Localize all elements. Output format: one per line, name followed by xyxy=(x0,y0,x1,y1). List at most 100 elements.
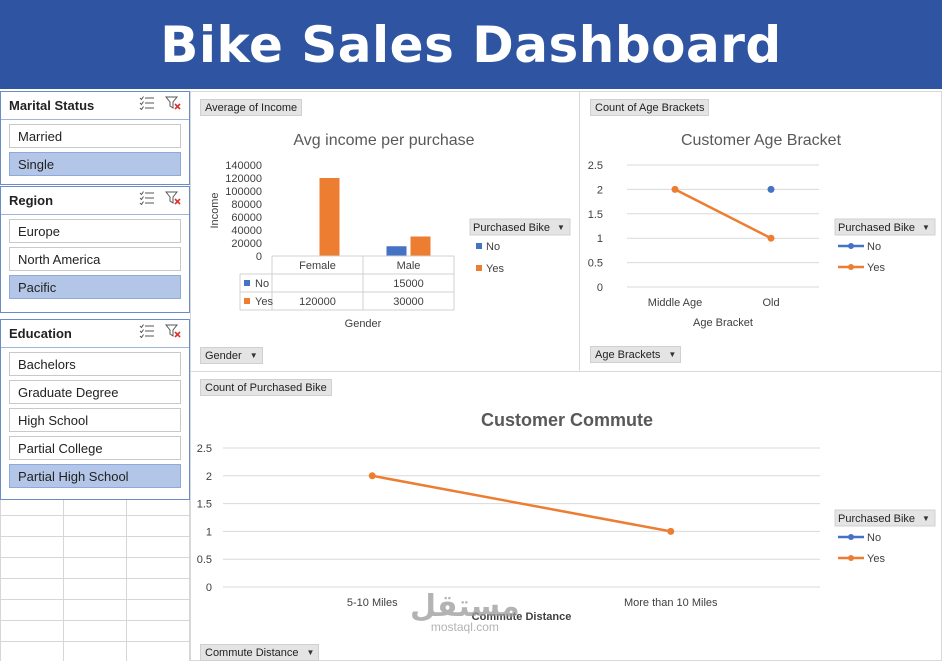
legend-title-box xyxy=(834,509,936,527)
legend-title-box xyxy=(834,218,936,236)
y-tick-label: 100000 xyxy=(225,186,262,198)
slicer-item-single[interactable]: Single xyxy=(9,152,181,176)
y-tick-label: 20000 xyxy=(231,238,262,250)
slicer-header: Education xyxy=(1,320,189,348)
table-series-label: No xyxy=(255,278,269,290)
dropdown-arrow-icon: ▼ xyxy=(557,223,565,232)
y-tick-label: 0.5 xyxy=(197,554,212,566)
slicer-title: Marital Status xyxy=(9,98,95,113)
legend-marker-yes xyxy=(848,264,854,270)
slicer-item-europe[interactable]: Europe xyxy=(9,219,181,243)
commute-line-chart: Customer Commute 0 0.5 1 1.5 2 2.5 5-10 Miles Mo… xyxy=(197,410,936,623)
data-point-yes xyxy=(767,234,775,242)
slicer-header: Region xyxy=(1,187,189,215)
watermark-latin: mostaql.com xyxy=(430,620,499,634)
field-label: Count of Purchased Bike xyxy=(205,381,327,394)
y-tick-label: 1.5 xyxy=(588,209,603,221)
dropdown-arrow-icon: ▼ xyxy=(922,223,930,232)
field-button-age-brackets[interactable]: Age Brackets ▼ xyxy=(590,346,682,363)
slicer-item-north-america[interactable]: North America xyxy=(9,247,181,271)
legend-title: Purchased Bike xyxy=(838,222,915,234)
slicer-item-pacific[interactable]: Pacific xyxy=(9,275,181,299)
clear-filter-icon[interactable] xyxy=(164,324,181,343)
data-point-yes xyxy=(368,472,376,480)
income-bar-chart: Avg income per purchase 02000040000600008… xyxy=(209,132,571,330)
y-tick-label: 1 xyxy=(206,526,212,538)
watermark-arabic: مستقل xyxy=(410,589,520,624)
y-tick-label: 0 xyxy=(256,251,262,263)
slicer-item-graduate-degree[interactable]: Graduate Degree xyxy=(9,380,181,404)
dropdown-arrow-icon: ▼ xyxy=(922,514,930,523)
table-series-label: Yes xyxy=(255,296,273,308)
slicer-title: Education xyxy=(9,326,72,341)
y-axis-label: Income xyxy=(209,192,221,228)
slicer-item-high-school[interactable]: High School xyxy=(9,408,181,432)
slicer-region: Region Europe North America Pacific xyxy=(0,186,190,313)
legend-label: No xyxy=(867,241,881,253)
field-button-count-of-purchased-bike[interactable]: Count of Purchased Bike xyxy=(200,379,332,396)
legend-label: No xyxy=(867,532,881,544)
chart-title: Customer Age Bracket xyxy=(681,132,842,149)
chart-title: Avg income per purchase xyxy=(293,132,474,149)
multi-select-icon[interactable] xyxy=(139,96,155,115)
field-button-count-of-age-brackets[interactable]: Count of Age Brackets xyxy=(590,99,710,116)
y-tick-label: 120000 xyxy=(225,173,262,185)
legend-title-box xyxy=(469,218,571,236)
dashboard-title: Bike Sales Dashboard xyxy=(160,15,782,74)
data-point-yes xyxy=(671,185,679,193)
y-tick-label: 1 xyxy=(597,233,603,245)
y-tick-label: 0 xyxy=(597,282,603,294)
field-button-commute-distance[interactable]: Commute Distance ▼ xyxy=(200,644,320,661)
y-tick-label: 2 xyxy=(597,184,603,196)
x-axis-label: Age Bracket xyxy=(693,317,753,329)
table-cell-value: 15000 xyxy=(393,278,424,290)
x-category-label: More than 10 Miles xyxy=(624,597,718,609)
bar-yes xyxy=(410,236,431,256)
table-legend-key xyxy=(244,280,250,286)
dropdown-arrow-icon: ▼ xyxy=(668,350,677,359)
slicer-header: Marital Status xyxy=(1,92,189,120)
table-cell-value: 30000 xyxy=(393,296,424,308)
bar-yes xyxy=(319,178,340,256)
series-line-yes xyxy=(372,474,671,533)
clear-filter-icon[interactable] xyxy=(164,96,181,115)
slicer-education: Education Bachelors Graduate Degree High… xyxy=(0,319,190,500)
x-category-label: Middle Age xyxy=(648,297,702,309)
field-label: Count of Age Brackets xyxy=(595,101,705,114)
slicer-item-bachelors[interactable]: Bachelors xyxy=(9,352,181,376)
x-axis-label: Gender xyxy=(345,318,382,330)
legend-key-no xyxy=(476,243,482,249)
y-tick-label: 2 xyxy=(206,471,212,483)
y-tick-label: 60000 xyxy=(231,212,262,224)
legend-key-yes xyxy=(476,265,482,271)
field-button-gender[interactable]: Gender ▼ xyxy=(200,347,263,364)
legend-label: Yes xyxy=(867,262,885,274)
legend-marker-no xyxy=(848,243,854,249)
y-tick-label: 2.5 xyxy=(588,160,603,172)
field-label: Average of Income xyxy=(205,101,298,114)
x-category-label: Old xyxy=(762,297,779,309)
field-button-average-of-income[interactable]: Average of Income xyxy=(200,99,303,116)
table-cell-value: 120000 xyxy=(299,296,336,308)
series-line-yes xyxy=(674,188,772,240)
y-tick-label: 2.5 xyxy=(197,443,212,455)
legend-marker-no xyxy=(848,534,854,540)
legend-title: Purchased Bike xyxy=(473,222,550,234)
y-tick-label: 1.5 xyxy=(197,499,212,511)
watermark: مستقل mostaql.com xyxy=(410,589,520,635)
x-category-label: Female xyxy=(299,260,336,272)
legend-title: Purchased Bike xyxy=(838,513,915,525)
data-point-yes xyxy=(667,527,675,535)
x-category-label: Male xyxy=(397,260,421,272)
multi-select-icon[interactable] xyxy=(139,191,155,210)
slicer-item-married[interactable]: Married xyxy=(9,124,181,148)
clear-filter-icon[interactable] xyxy=(164,191,181,210)
multi-select-icon[interactable] xyxy=(139,324,155,343)
legend-label: No xyxy=(486,241,500,253)
slicer-item-partial-high-school[interactable]: Partial High School xyxy=(9,464,181,488)
dropdown-arrow-icon: ▼ xyxy=(249,351,258,360)
title-banner: Bike Sales Dashboard xyxy=(0,0,942,89)
legend-marker-yes xyxy=(848,555,854,561)
slicer-item-partial-college[interactable]: Partial College xyxy=(9,436,181,460)
